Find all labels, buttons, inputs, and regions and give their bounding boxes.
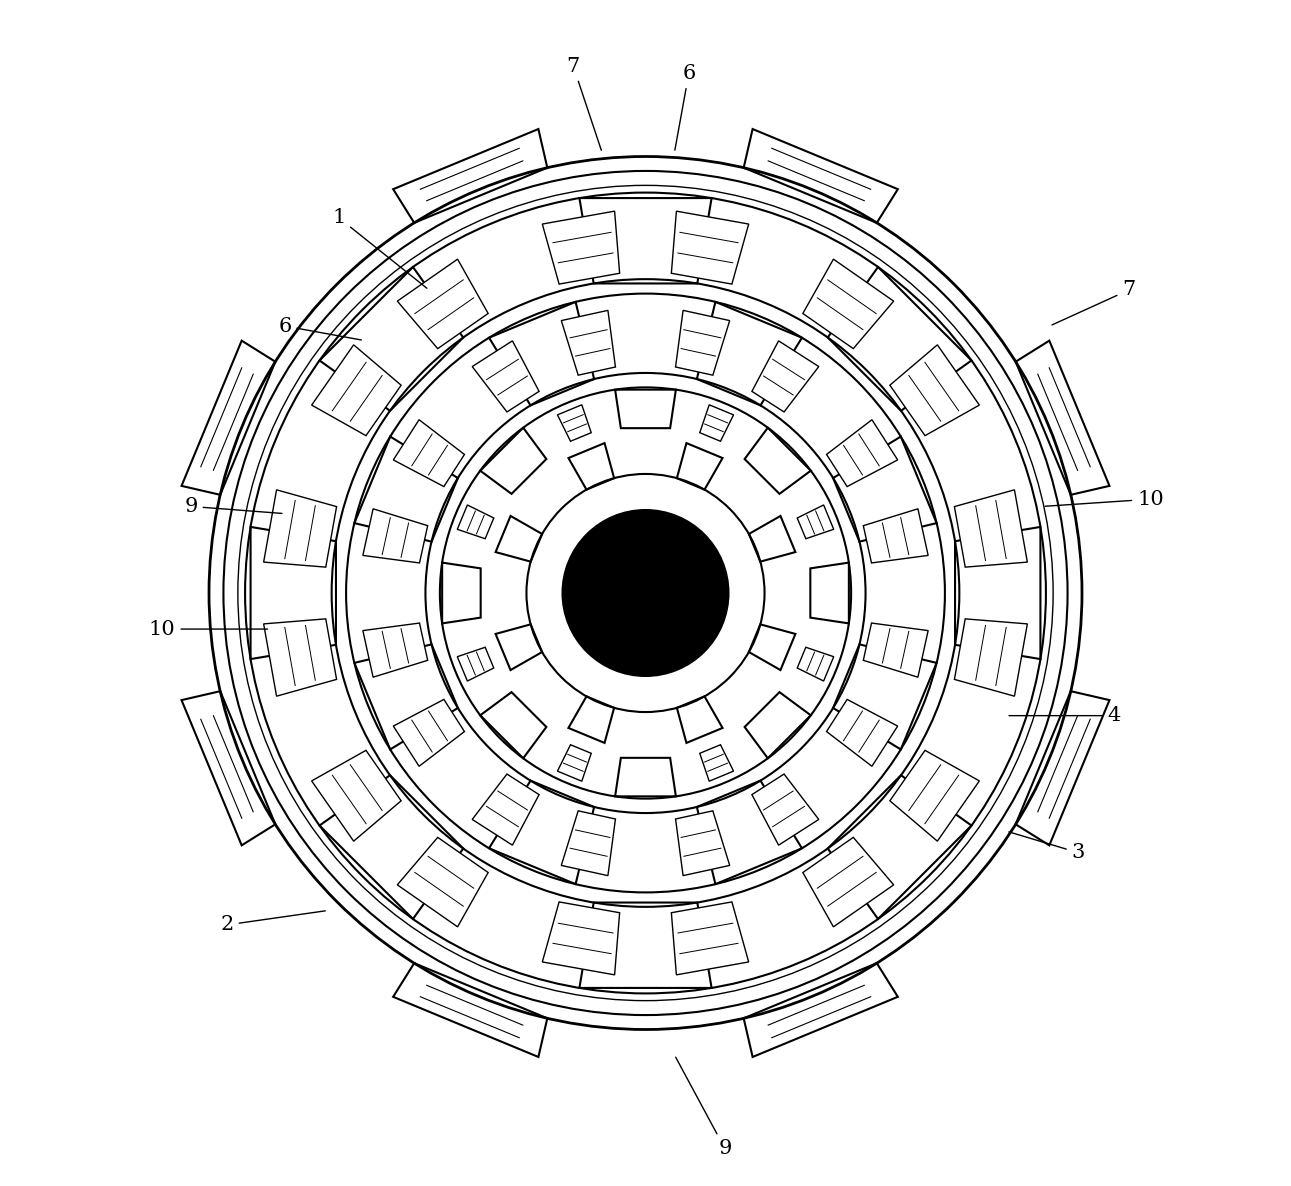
Polygon shape: [749, 624, 795, 670]
Polygon shape: [473, 774, 540, 846]
Text: 9: 9: [185, 497, 281, 516]
Text: 4: 4: [1010, 706, 1121, 725]
Polygon shape: [394, 420, 465, 486]
Polygon shape: [480, 693, 546, 758]
Polygon shape: [1016, 340, 1109, 495]
Polygon shape: [798, 505, 834, 538]
Polygon shape: [826, 420, 897, 486]
Circle shape: [563, 510, 728, 676]
Polygon shape: [558, 745, 591, 782]
Polygon shape: [889, 345, 980, 435]
Polygon shape: [803, 837, 893, 926]
Polygon shape: [798, 648, 834, 681]
Polygon shape: [749, 516, 795, 562]
Polygon shape: [568, 444, 615, 490]
Polygon shape: [457, 505, 493, 538]
Text: 1: 1: [332, 209, 427, 288]
Polygon shape: [363, 509, 427, 563]
Polygon shape: [833, 436, 937, 542]
Polygon shape: [700, 404, 733, 441]
Polygon shape: [676, 696, 723, 742]
Polygon shape: [562, 811, 616, 875]
Text: 10: 10: [1046, 490, 1164, 509]
Polygon shape: [489, 302, 594, 406]
Polygon shape: [489, 780, 594, 884]
Polygon shape: [745, 428, 811, 493]
Text: 6: 6: [278, 317, 361, 340]
Polygon shape: [558, 404, 591, 441]
Polygon shape: [182, 340, 275, 495]
Text: 9: 9: [675, 1057, 732, 1158]
Polygon shape: [671, 901, 749, 975]
Polygon shape: [363, 623, 427, 677]
Polygon shape: [671, 211, 749, 285]
Polygon shape: [480, 428, 546, 493]
Polygon shape: [615, 758, 676, 796]
Polygon shape: [744, 129, 897, 223]
Polygon shape: [676, 444, 723, 490]
Polygon shape: [675, 811, 729, 875]
Polygon shape: [354, 644, 458, 750]
Polygon shape: [394, 129, 547, 223]
Polygon shape: [394, 963, 547, 1057]
Polygon shape: [615, 390, 676, 428]
Polygon shape: [568, 696, 615, 742]
Polygon shape: [457, 648, 493, 681]
Polygon shape: [864, 509, 928, 563]
Polygon shape: [263, 619, 337, 696]
Polygon shape: [496, 624, 542, 670]
Text: 10: 10: [148, 619, 267, 638]
Text: 6: 6: [675, 64, 696, 151]
Polygon shape: [700, 745, 733, 782]
Polygon shape: [675, 311, 729, 375]
Polygon shape: [398, 260, 488, 349]
Polygon shape: [954, 619, 1028, 696]
Polygon shape: [751, 340, 818, 412]
Polygon shape: [263, 490, 337, 567]
Polygon shape: [394, 700, 465, 766]
Polygon shape: [562, 311, 616, 375]
Text: 7: 7: [567, 57, 602, 151]
Polygon shape: [697, 780, 802, 884]
Polygon shape: [889, 751, 980, 841]
Polygon shape: [744, 963, 897, 1057]
Polygon shape: [319, 267, 463, 410]
Polygon shape: [811, 562, 849, 624]
Polygon shape: [580, 198, 711, 283]
Polygon shape: [864, 623, 928, 677]
Polygon shape: [354, 436, 458, 542]
Polygon shape: [473, 340, 540, 412]
Polygon shape: [955, 527, 1041, 659]
Polygon shape: [319, 776, 463, 919]
Polygon shape: [542, 211, 620, 285]
Polygon shape: [833, 644, 937, 750]
Polygon shape: [803, 260, 893, 349]
Polygon shape: [182, 691, 275, 846]
Polygon shape: [954, 490, 1028, 567]
Text: 2: 2: [221, 911, 325, 935]
Polygon shape: [542, 901, 620, 975]
Polygon shape: [828, 776, 972, 919]
Polygon shape: [398, 837, 488, 926]
Polygon shape: [751, 774, 818, 846]
Text: 3: 3: [1008, 831, 1084, 862]
Polygon shape: [1016, 691, 1109, 846]
Polygon shape: [826, 700, 897, 766]
Polygon shape: [442, 562, 480, 624]
Polygon shape: [311, 345, 402, 435]
Polygon shape: [745, 693, 811, 758]
Polygon shape: [496, 516, 542, 562]
Text: 7: 7: [1052, 280, 1136, 325]
Polygon shape: [828, 267, 972, 410]
Polygon shape: [697, 302, 802, 406]
Polygon shape: [311, 751, 402, 841]
Polygon shape: [250, 527, 336, 659]
Polygon shape: [580, 903, 711, 988]
